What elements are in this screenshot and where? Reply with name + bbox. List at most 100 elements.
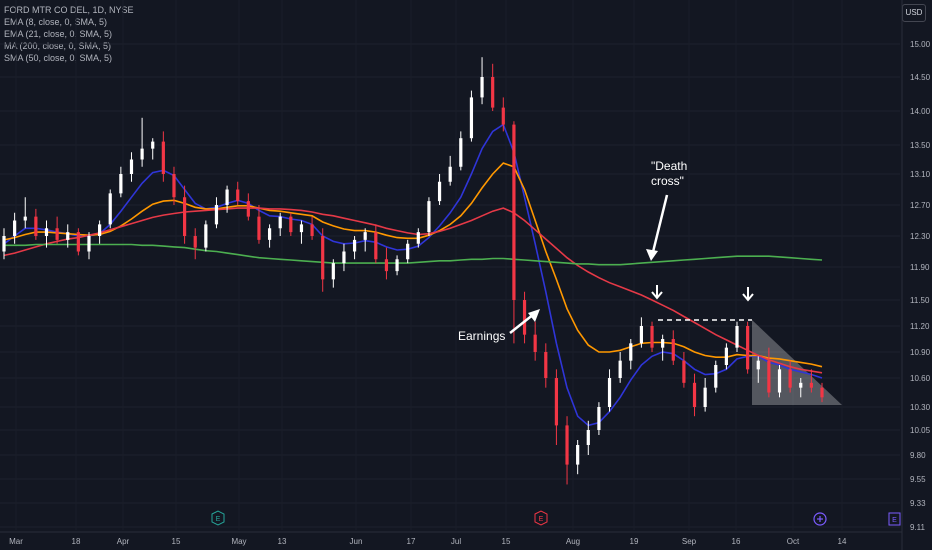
price-tick-label: 9.80 [910, 451, 926, 460]
candle [692, 373, 697, 417]
legend-symbol: FORD MTR CO DEL, 1D, NYSE [4, 5, 134, 15]
price-tick-label: 10.05 [910, 426, 931, 435]
candle [66, 224, 70, 248]
candle [639, 317, 644, 348]
candle [310, 216, 314, 240]
grid [0, 43, 900, 528]
candle [278, 212, 282, 236]
candle [820, 382, 824, 403]
price-tick-label: 9.55 [910, 475, 926, 484]
candle [767, 347, 771, 398]
price-tick-label: 14.50 [910, 73, 931, 82]
price-tick-label: 10.90 [910, 348, 931, 357]
time-tick-label: May [231, 537, 246, 546]
candle [682, 352, 686, 388]
time-tick-label: Mar [9, 537, 23, 546]
event-markers[interactable]: E E E [211, 510, 901, 526]
candle [289, 212, 293, 236]
svg-text:E: E [539, 516, 544, 523]
candle [746, 321, 750, 374]
candle [799, 378, 803, 398]
earnings-event-icon[interactable]: E [211, 510, 225, 526]
time-tick-label: Apr [117, 537, 130, 546]
time-tick-label: Aug [566, 537, 580, 546]
candle [363, 228, 367, 252]
svg-text:E: E [216, 516, 221, 523]
time-tick-label: Jul [451, 537, 461, 546]
candle [756, 356, 760, 383]
ma-line-1 [3, 162, 823, 368]
candle [342, 243, 346, 272]
ma-line-3 [4, 243, 823, 266]
candle [87, 232, 91, 260]
price-axis[interactable]: 15.00 14.50 14.00 13.50 13.10 12.70 12.30 11.90… [901, 0, 931, 550]
candle [129, 152, 134, 182]
candle [459, 131, 463, 171]
candle [299, 220, 304, 244]
candle [448, 155, 452, 186]
candle [714, 360, 718, 393]
candle [607, 369, 612, 412]
candle [735, 321, 739, 352]
time-tick-label: Sep [682, 537, 697, 546]
candle [395, 255, 399, 276]
legend-ema21: EMA (21, close, 0, SMA, 5) [4, 29, 113, 39]
earnings-label: Earnings [458, 329, 505, 343]
candle [108, 189, 112, 229]
price-tick-label: 9.33 [910, 499, 926, 508]
down-arrow-right [742, 287, 754, 302]
future-event-plus-icon[interactable] [813, 512, 827, 526]
earnings-arrow [509, 309, 540, 334]
candle [809, 369, 813, 393]
death-cross-label-1: "Death [651, 159, 687, 173]
candle [119, 166, 123, 198]
time-axis[interactable]: Mar 18 Apr 15 May 13 Jun 17 Jul 15 Aug 19 Sep 16 Oct 14 [0, 531, 902, 546]
future-earnings-event-icon[interactable]: E [888, 512, 901, 526]
candle [427, 197, 431, 236]
candle [193, 228, 197, 260]
down-arrow-left [651, 285, 663, 300]
annotations: Earnings "Death cross" [458, 159, 754, 343]
candle [491, 63, 495, 111]
candle [703, 378, 707, 412]
legend-ema8: EMA (8, close, 0, SMA, 5) [4, 17, 108, 27]
earnings-event-icon[interactable]: E [534, 510, 548, 526]
candle [671, 330, 675, 365]
candle [522, 291, 527, 344]
candle [480, 57, 484, 105]
candle [204, 220, 208, 252]
candle [34, 208, 38, 240]
legend-ma200: MA (200, close, 0, SMA, 5) [4, 41, 112, 51]
time-tick-label: 13 [278, 537, 287, 546]
time-tick-label: 18 [72, 537, 81, 546]
svg-text:E: E [892, 517, 897, 524]
candle [225, 185, 229, 213]
price-tick-label: 11.20 [910, 322, 930, 331]
price-tick-label: 11.50 [910, 296, 930, 305]
price-tick-label: 12.70 [910, 201, 931, 210]
candle [151, 138, 155, 160]
candle [214, 197, 219, 229]
price-tick-label: 10.30 [910, 403, 931, 412]
candle [182, 185, 187, 244]
candle [533, 321, 537, 361]
price-tick-label: 14.00 [910, 107, 931, 116]
price-tick-label: 12.30 [910, 232, 931, 241]
candle [629, 339, 633, 370]
candle [597, 402, 601, 435]
candle [267, 224, 272, 248]
candle [406, 239, 410, 264]
candle [501, 97, 505, 132]
candle [512, 121, 516, 344]
candle [76, 228, 80, 256]
candle [236, 181, 240, 205]
candle [724, 343, 728, 370]
time-tick-label: 14 [838, 537, 847, 546]
candle [544, 343, 548, 388]
legend-sma50: SMA (50, close, 0, SMA, 5) [4, 53, 113, 63]
candle [44, 220, 49, 248]
death-cross-arrow [646, 194, 669, 261]
candle [416, 228, 420, 248]
candle [777, 365, 782, 398]
